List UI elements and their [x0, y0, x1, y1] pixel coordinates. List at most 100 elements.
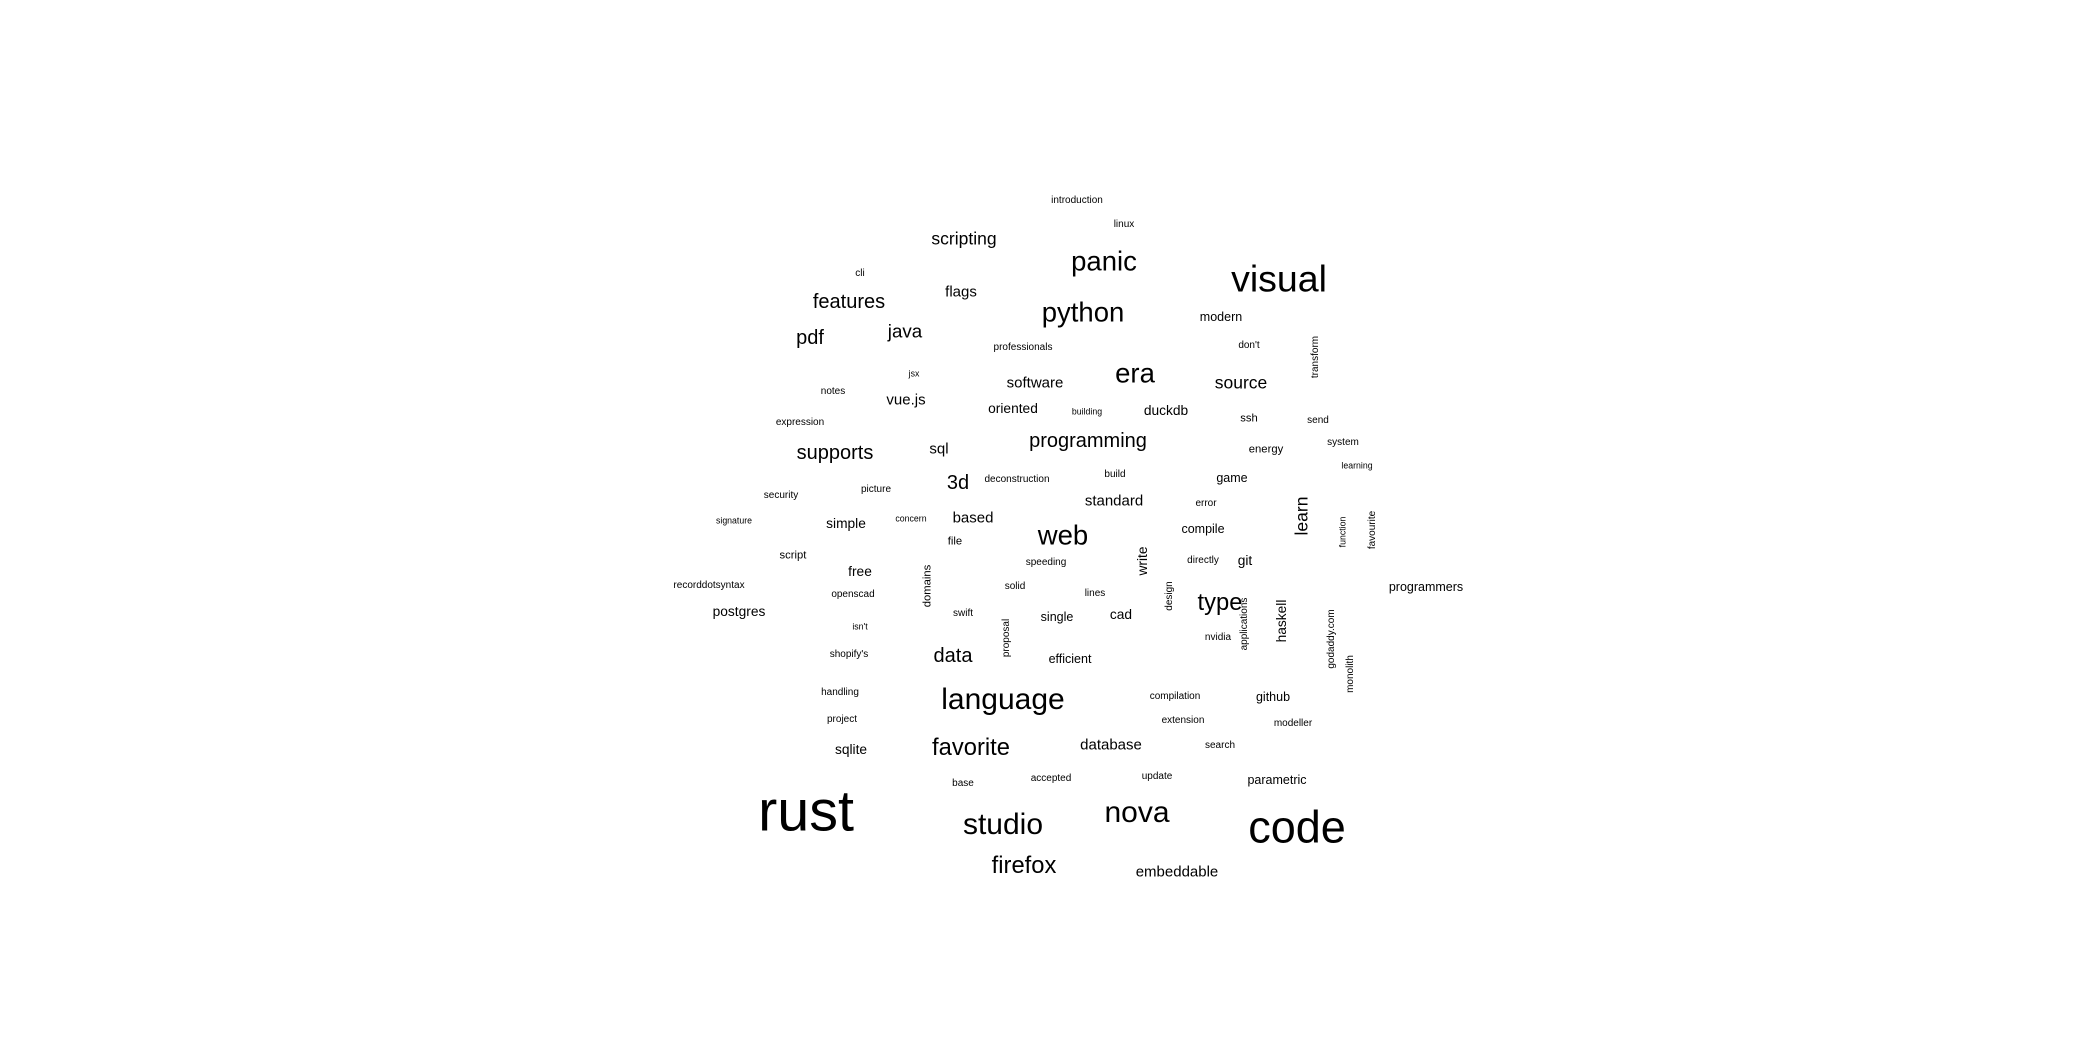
word-duckdb: duckdb	[1143, 403, 1189, 419]
word-search: search	[1204, 740, 1236, 751]
word-linux: linux	[1113, 219, 1135, 230]
word-applications: applications	[1239, 597, 1250, 651]
word-3d: 3d	[946, 472, 970, 494]
word-data: data	[933, 645, 973, 667]
word-domains: domains	[921, 564, 934, 608]
word-building: building	[1071, 406, 1103, 417]
word-recorddotsyntax: recorddotsyntax	[673, 580, 745, 591]
word-software: software	[1006, 374, 1064, 392]
word-proposal: proposal	[1001, 618, 1012, 658]
word-introduction: introduction	[1051, 195, 1103, 206]
word-python: python	[1041, 296, 1125, 328]
word-base: base	[952, 778, 974, 789]
word-nvidia: nvidia	[1204, 632, 1232, 643]
word-free: free	[848, 564, 872, 580]
word-simple: simple	[826, 516, 866, 532]
word-godaddy-com: godaddy.com	[1326, 609, 1337, 669]
word-flags: flags	[945, 283, 977, 301]
word-database: database	[1080, 736, 1142, 754]
word-game: game	[1216, 470, 1248, 485]
word-java: java	[887, 320, 923, 342]
word-single: single	[1040, 609, 1074, 624]
word-system: system	[1327, 437, 1359, 448]
word-professionals: professionals	[993, 342, 1053, 353]
word-handling: handling	[821, 687, 859, 698]
word-solid: solid	[1004, 581, 1026, 592]
word-openscad: openscad	[831, 589, 875, 600]
word-era: era	[1115, 357, 1155, 389]
word-energy: energy	[1248, 443, 1284, 456]
word-send: send	[1307, 415, 1329, 426]
word-scripting: scripting	[931, 228, 997, 249]
word-favourite: favourite	[1367, 510, 1378, 550]
word-based: based	[952, 509, 994, 527]
word-concern: concern	[895, 513, 927, 524]
word-function: function	[1337, 516, 1348, 548]
word-language: language	[941, 683, 1065, 716]
word-compilation: compilation	[1149, 691, 1201, 702]
word-build: build	[1104, 469, 1126, 480]
word-error: error	[1195, 498, 1217, 509]
word-oriented: oriented	[988, 401, 1038, 417]
word-rust: rust	[758, 779, 854, 844]
word-write: write	[1135, 546, 1151, 576]
word-efficient: efficient	[1048, 651, 1092, 666]
word-security: security	[763, 490, 799, 501]
word-learn: learn	[1291, 496, 1312, 536]
word-source: source	[1214, 372, 1268, 393]
word-programmers: programmers	[1388, 579, 1464, 594]
word-supports: supports	[796, 442, 874, 464]
word-postgres: postgres	[712, 604, 766, 620]
word-learning: learning	[1341, 460, 1373, 471]
word-script: script	[779, 549, 807, 562]
word-isn-t: isn't	[852, 621, 868, 632]
word-features: features	[812, 291, 886, 313]
word-notes: notes	[820, 386, 846, 397]
word-firefox: firefox	[991, 852, 1057, 880]
word-git: git	[1237, 553, 1253, 569]
word-cli: cli	[855, 268, 865, 279]
word-standard: standard	[1084, 492, 1144, 510]
word-swift: swift	[953, 608, 973, 619]
word-accepted: accepted	[1030, 773, 1072, 784]
word-modern: modern	[1199, 309, 1243, 324]
word-github: github	[1255, 689, 1291, 704]
word-compile: compile	[1181, 521, 1225, 536]
word-panic: panic	[1071, 245, 1137, 277]
word-nova: nova	[1104, 796, 1170, 829]
word-vue-js: vue.js	[886, 391, 926, 409]
word-programming: programming	[1029, 430, 1147, 452]
word-embeddable: embeddable	[1135, 863, 1219, 881]
word-modeller: modeller	[1273, 718, 1313, 729]
word-design: design	[1164, 581, 1175, 611]
word-extension: extension	[1161, 715, 1205, 726]
word-transform: transform	[1310, 335, 1321, 379]
word-type: type	[1197, 589, 1243, 617]
word-visual: visual	[1231, 257, 1327, 300]
word-ssh: ssh	[1240, 412, 1258, 425]
word-file: file	[947, 535, 963, 548]
word-code: code	[1248, 801, 1346, 853]
word-deconstruction: deconstruction	[984, 474, 1050, 485]
word-expression: expression	[775, 417, 825, 428]
word-monolith: monolith	[1345, 655, 1356, 693]
word-jsx: jsx	[908, 368, 920, 379]
word-haskell: haskell	[1274, 599, 1290, 643]
word-parametric: parametric	[1247, 772, 1307, 787]
word-studio: studio	[962, 808, 1044, 841]
word-signature: signature	[716, 515, 752, 526]
word-sql: sql	[929, 440, 949, 458]
word-sqlite: sqlite	[834, 742, 868, 758]
word-favorite: favorite	[932, 734, 1010, 762]
word-project: project	[826, 714, 858, 725]
word-update: update	[1141, 771, 1173, 782]
word-lines: lines	[1084, 588, 1106, 599]
word-web: web	[1037, 519, 1089, 551]
word-don-t: don't	[1238, 340, 1260, 351]
word-cad: cad	[1109, 607, 1133, 623]
word-directly: directly	[1187, 555, 1219, 566]
word-speeding: speeding	[1025, 557, 1067, 568]
word-picture: picture	[860, 484, 892, 495]
word-shopify-s: shopify's	[829, 649, 869, 660]
